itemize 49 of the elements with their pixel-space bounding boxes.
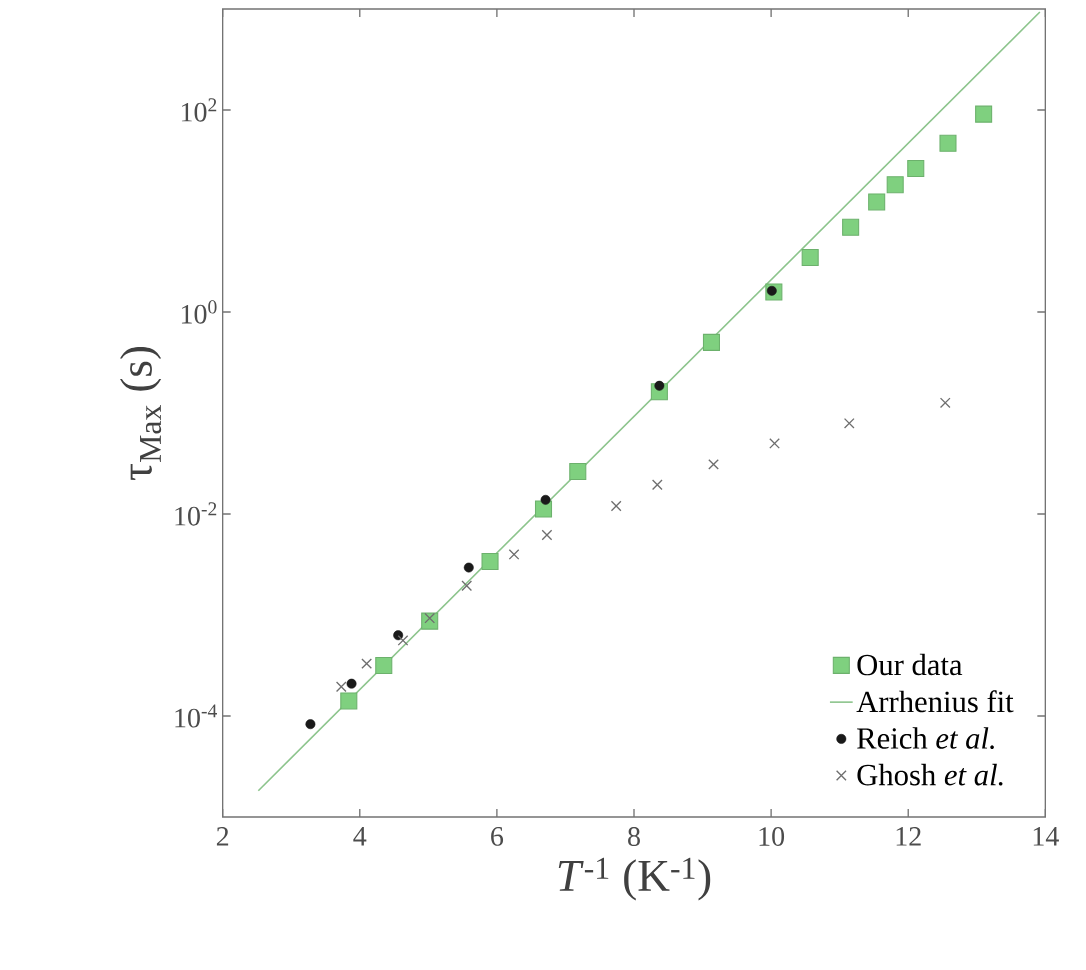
- x-tick-label: 4: [353, 827, 367, 846]
- point: [842, 218, 860, 236]
- point: [461, 580, 473, 592]
- legend-label: Ghosh et al.: [857, 763, 1003, 786]
- point: [886, 176, 904, 194]
- point: [375, 656, 393, 675]
- x-tick-label: 12: [896, 827, 921, 846]
- point: [424, 612, 436, 624]
- point: [702, 333, 721, 351]
- x-tick-label: 14: [1033, 827, 1059, 846]
- point: [335, 681, 347, 693]
- point: [361, 658, 373, 670]
- point: [541, 529, 553, 541]
- point: [939, 397, 951, 409]
- y-axis-title: τ$_{Max}$ (s): [120, 346, 162, 481]
- point: [766, 285, 777, 296]
- point: [651, 479, 663, 491]
- point: [305, 719, 316, 730]
- point: [569, 463, 587, 481]
- y-tick-label: 10$^{0}$: [181, 300, 217, 324]
- point: [708, 458, 719, 470]
- point: [769, 438, 780, 449]
- point: [346, 678, 357, 689]
- point: [397, 635, 409, 646]
- legend-label: Our data: [857, 653, 963, 676]
- point: [654, 380, 665, 391]
- y-tick-label: 10$^{2}$: [181, 98, 217, 122]
- x-tick-label: 8: [628, 827, 640, 846]
- point: [907, 160, 925, 178]
- point: [801, 248, 819, 266]
- legend-label: Arrhenius fit: [856, 690, 1014, 713]
- point: [481, 552, 499, 570]
- x-tick-label: 10: [759, 827, 785, 846]
- x-tick-label: 6: [491, 827, 504, 846]
- point: [868, 193, 886, 211]
- point: [393, 630, 404, 641]
- x-tick-label: 2: [216, 827, 229, 846]
- x-axis-title: T$^{-1}$ (K$^{-1}$): [558, 857, 711, 901]
- point: [508, 549, 520, 560]
- point: [975, 105, 993, 123]
- point: [340, 692, 358, 710]
- y-tick-label: 10$^{-4}$: [175, 704, 217, 728]
- point: [540, 494, 551, 505]
- point: [610, 500, 622, 512]
- point: [843, 417, 855, 429]
- legend-label: Reich et al.: [857, 727, 994, 749]
- point: [939, 134, 957, 152]
- point: [463, 562, 474, 573]
- y-tick-label: 10$^{-2}$: [175, 502, 217, 526]
